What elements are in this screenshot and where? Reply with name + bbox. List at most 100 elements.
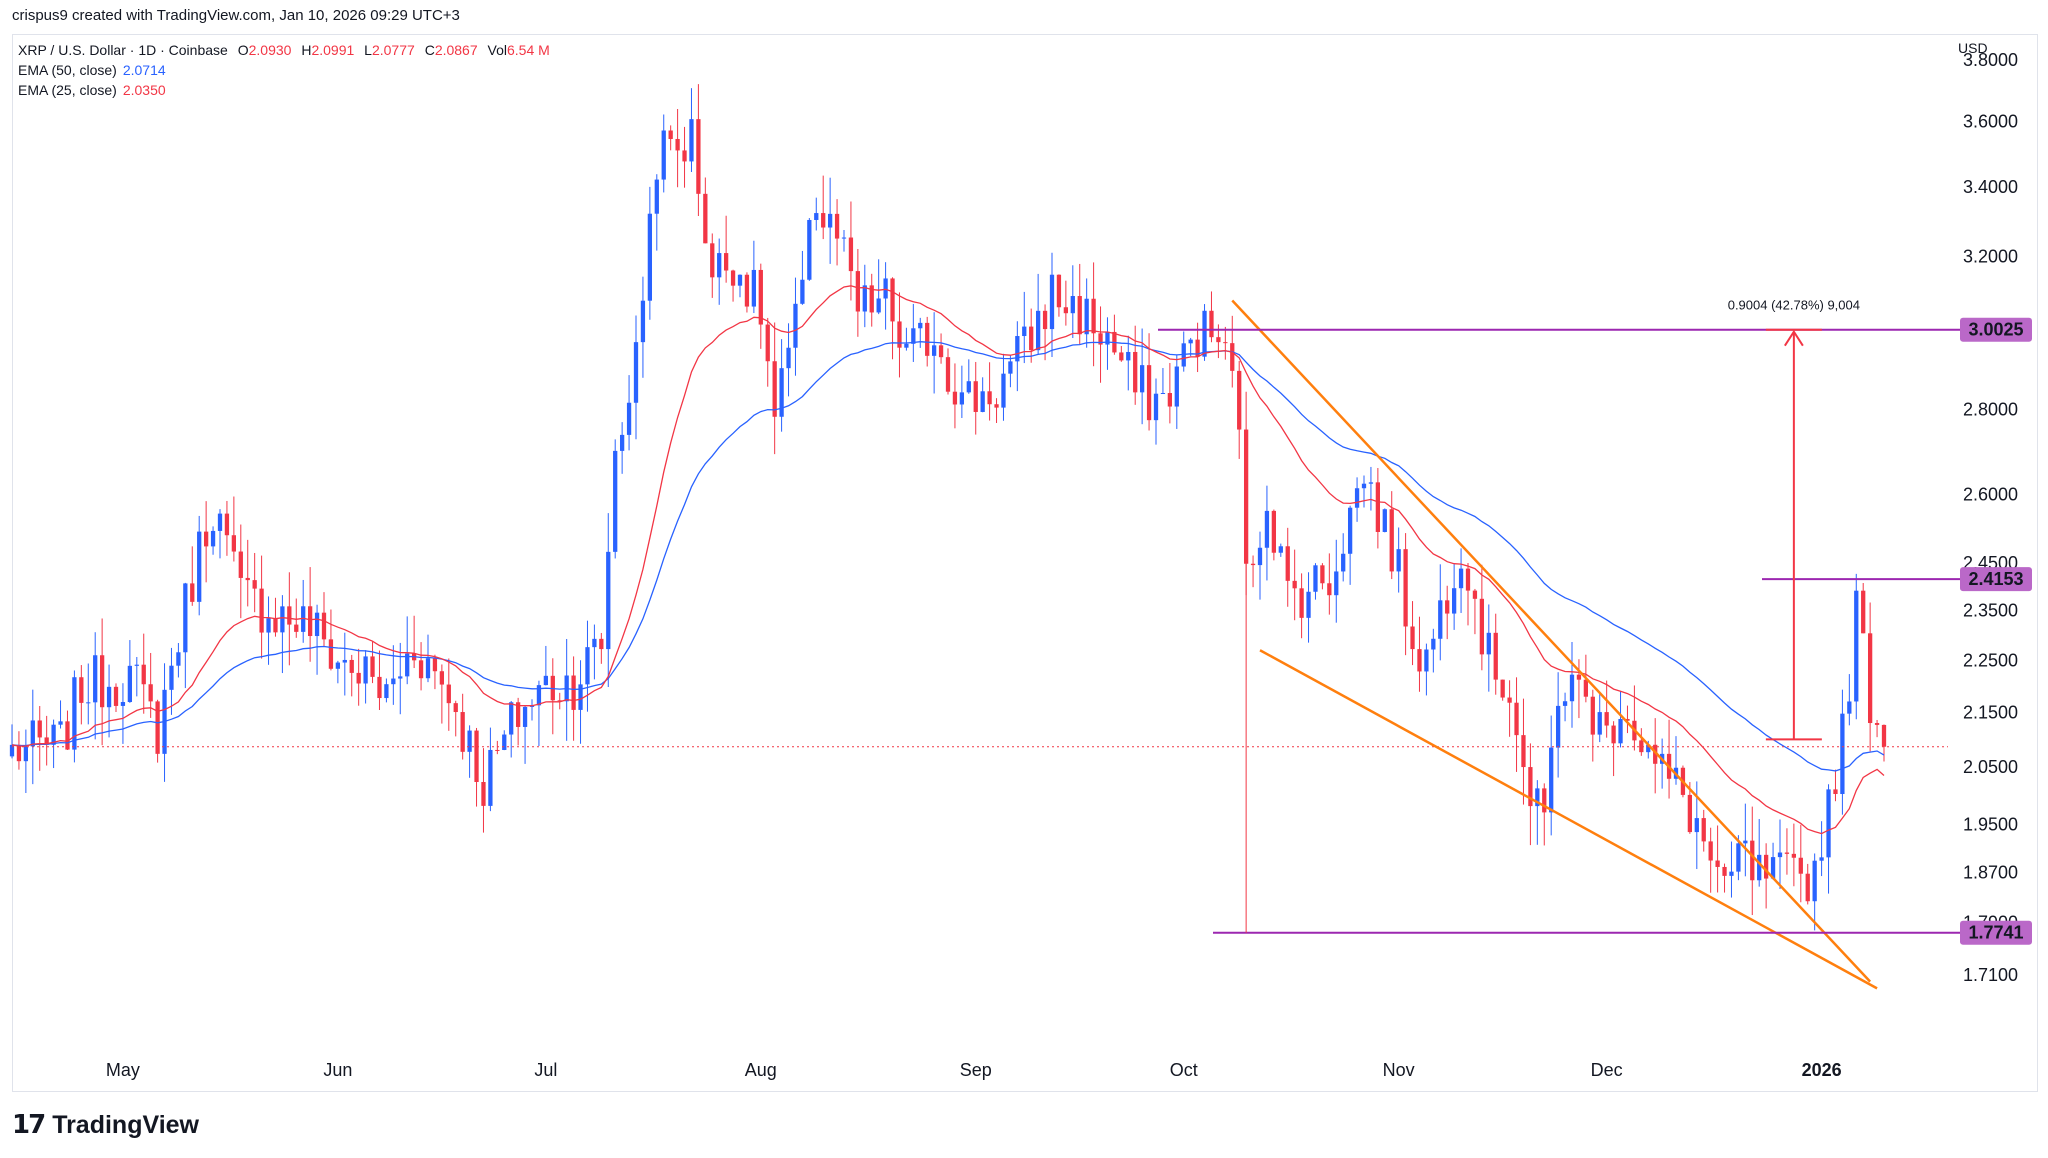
candle-down (1223, 342, 1228, 344)
candle-up (800, 279, 805, 304)
candle-down (1237, 370, 1242, 430)
candle-down (1327, 583, 1332, 596)
high-value: 2.0991 (311, 42, 355, 58)
candle-up (1334, 571, 1339, 596)
candle-down (203, 531, 209, 547)
candle-down (1881, 724, 1887, 747)
candle-down (1750, 840, 1755, 881)
candle-down (952, 391, 958, 405)
candle-up (1736, 843, 1741, 872)
candle-down (1604, 712, 1609, 726)
chart-credit: crispus9 created with TradingView.com, J… (12, 7, 460, 24)
candle-down (1590, 696, 1595, 735)
symbol-name[interactable]: XRP / U.S. Dollar · 1D · Coinbase (18, 42, 228, 58)
legend-ema25-row[interactable]: EMA (25, close) 2.0350 (18, 80, 556, 100)
candle-up (918, 322, 923, 329)
candle-down (1216, 337, 1221, 343)
candle-up (717, 253, 722, 278)
candle-up (86, 702, 91, 704)
y-tick-label: 2.8000 (1963, 400, 2018, 420)
currency-label[interactable]: USD (1958, 40, 1988, 56)
candle-down (1403, 549, 1408, 627)
candle-up (301, 606, 306, 632)
candle-down (16, 744, 22, 762)
candle-down (758, 269, 763, 325)
candle-down (1653, 744, 1658, 764)
candle-up (106, 686, 112, 708)
candle-down (1542, 788, 1547, 813)
candle-up (862, 285, 867, 312)
candle-up (1070, 296, 1075, 314)
candle-up (398, 676, 403, 679)
candle-up (176, 652, 181, 666)
candle-up (342, 659, 347, 663)
candle-down (973, 381, 978, 412)
candle-down (890, 278, 895, 322)
candle-up (1743, 840, 1748, 844)
candle-up (661, 130, 666, 180)
low-label: L (364, 42, 372, 58)
candle-up (606, 551, 611, 650)
candle-down (1798, 857, 1803, 874)
candle-down (821, 213, 826, 228)
candle-up (931, 345, 937, 356)
candle-down (1167, 393, 1173, 407)
candle-down (897, 321, 902, 348)
candle-down (1299, 588, 1304, 618)
candle-up (1438, 600, 1443, 639)
candle-down (328, 639, 334, 669)
candle-down (515, 702, 521, 727)
open-label: O (237, 42, 249, 58)
candle-up (959, 392, 965, 405)
candle-down (1146, 365, 1152, 421)
candle-down (1625, 718, 1630, 721)
candle-down (446, 684, 451, 704)
candle-up (578, 684, 583, 710)
candle-down (1119, 352, 1124, 361)
candle-up (543, 675, 549, 686)
candle-down (79, 677, 84, 703)
y-tick-label: 2.3500 (1963, 601, 2018, 621)
candle-up (689, 119, 694, 162)
candle-down (1861, 590, 1866, 634)
candle-up (883, 278, 888, 299)
candle-down (44, 737, 49, 745)
candle-up (619, 434, 625, 451)
close-value: 2.0867 (434, 42, 478, 58)
candle-down (1091, 298, 1096, 334)
ema50-line (11, 341, 1885, 772)
candle-up (1139, 365, 1145, 393)
candle-up (384, 684, 389, 699)
candle-down (1722, 866, 1727, 876)
chart-legend: XRP / U.S. Dollar · 1D · Coinbase O2.093… (18, 40, 556, 100)
candle-down (1029, 326, 1034, 351)
candle-down (273, 618, 278, 633)
ema50-value: 2.0714 (122, 62, 166, 78)
candle-up (1819, 857, 1824, 861)
candle-down (148, 684, 153, 702)
candle-down (155, 701, 160, 754)
candle-up (1535, 788, 1540, 807)
y-tick-label: 1.9500 (1963, 814, 2018, 834)
candle-down (474, 730, 479, 782)
candle-up (1341, 553, 1346, 572)
candle-down (945, 357, 951, 392)
candle-down (855, 271, 861, 312)
candle-down (460, 712, 465, 752)
candle-down (1250, 563, 1256, 566)
legend-ema50-row[interactable]: EMA (50, close) 2.0714 (18, 60, 556, 80)
level-badge (1960, 920, 2032, 945)
volume-label: Vol (487, 42, 507, 58)
candle-down (1611, 725, 1616, 744)
candle-up (1105, 331, 1110, 345)
y-tick-label: 3.4000 (1963, 177, 2018, 197)
candle-down (1375, 482, 1381, 532)
candle-up (647, 213, 653, 301)
x-tick-label: Sep (960, 1060, 992, 1080)
candle-down (1507, 697, 1512, 703)
candle-up (1555, 705, 1561, 748)
candle-up (640, 300, 646, 343)
y-tick-label: 2.6000 (1963, 485, 2018, 505)
candle-down (1805, 873, 1810, 902)
